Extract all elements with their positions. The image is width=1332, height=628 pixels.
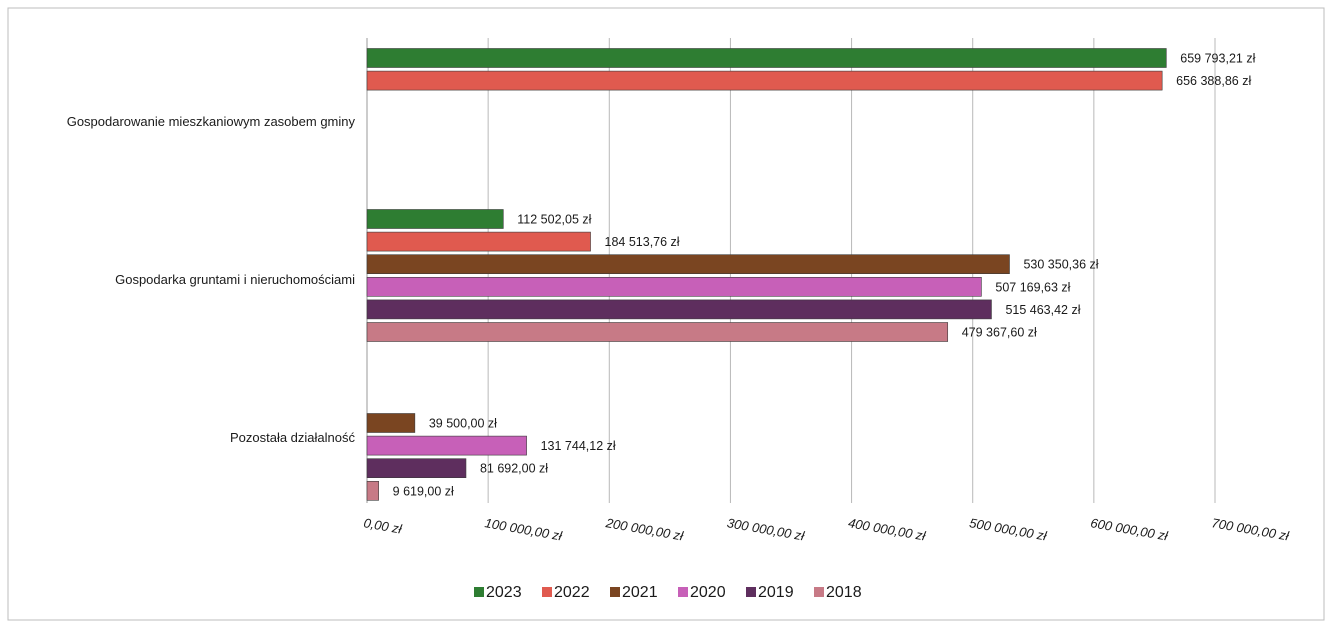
legend-label: 2021: [622, 584, 658, 601]
bars: [366, 48, 1167, 501]
data-label: 184 513,76 zł: [605, 235, 680, 249]
legend-label: 2023: [486, 584, 522, 601]
category-label: Pozostała działalność: [230, 430, 356, 445]
legend-swatch: [542, 587, 552, 597]
x-tick-label: 0,00 zł: [362, 515, 403, 537]
data-label: 9 619,00 zł: [393, 484, 454, 498]
bar: [366, 299, 992, 320]
data-labels: 659 793,21 zł 656 388,86 zł 112 502,05 zł 1…: [393, 52, 1256, 499]
bar: [366, 413, 416, 433]
bar: [366, 458, 467, 479]
bar: [366, 70, 1163, 91]
legend-label: 2020: [690, 584, 726, 601]
category-labels: Gospodarowanie mieszkaniowym zasobem gmi…: [67, 114, 356, 445]
bar: [366, 48, 1167, 68]
legend: 2023 2022 2021 2020 2019 2018: [474, 584, 862, 601]
data-label: 39 500,00 zł: [429, 417, 497, 431]
legend-label: 2019: [758, 584, 794, 601]
legend-swatch: [746, 587, 756, 597]
data-label: 479 367,60 zł: [962, 326, 1037, 340]
bar: [366, 322, 949, 342]
legend-swatch: [814, 587, 824, 597]
data-label: 515 463,42 zł: [1005, 303, 1080, 317]
legend-swatch: [610, 587, 620, 597]
data-label: 656 388,86 zł: [1176, 74, 1251, 88]
legend-label: 2018: [826, 584, 862, 601]
legend-swatch: [474, 587, 484, 597]
data-label: 81 692,00 zł: [480, 462, 548, 476]
bar: [366, 435, 527, 456]
data-label: 659 793,21 zł: [1180, 52, 1255, 66]
data-label: 112 502,05 zł: [517, 213, 591, 227]
data-label: 131 744,12 zł: [541, 439, 616, 453]
category-label: Gospodarka gruntami i nieruchomościami: [115, 272, 355, 287]
bar: [366, 480, 379, 501]
category-label: Gospodarowanie mieszkaniowym zasobem gmi…: [67, 114, 356, 129]
bar: [366, 209, 504, 229]
bar: [366, 254, 1010, 274]
legend-swatch: [678, 587, 688, 597]
bar: [366, 276, 982, 297]
data-label: 530 350,36 zł: [1023, 258, 1098, 272]
bar: [366, 231, 591, 252]
legend-label: 2022: [554, 584, 590, 601]
data-label: 507 169,63 zł: [995, 280, 1070, 294]
